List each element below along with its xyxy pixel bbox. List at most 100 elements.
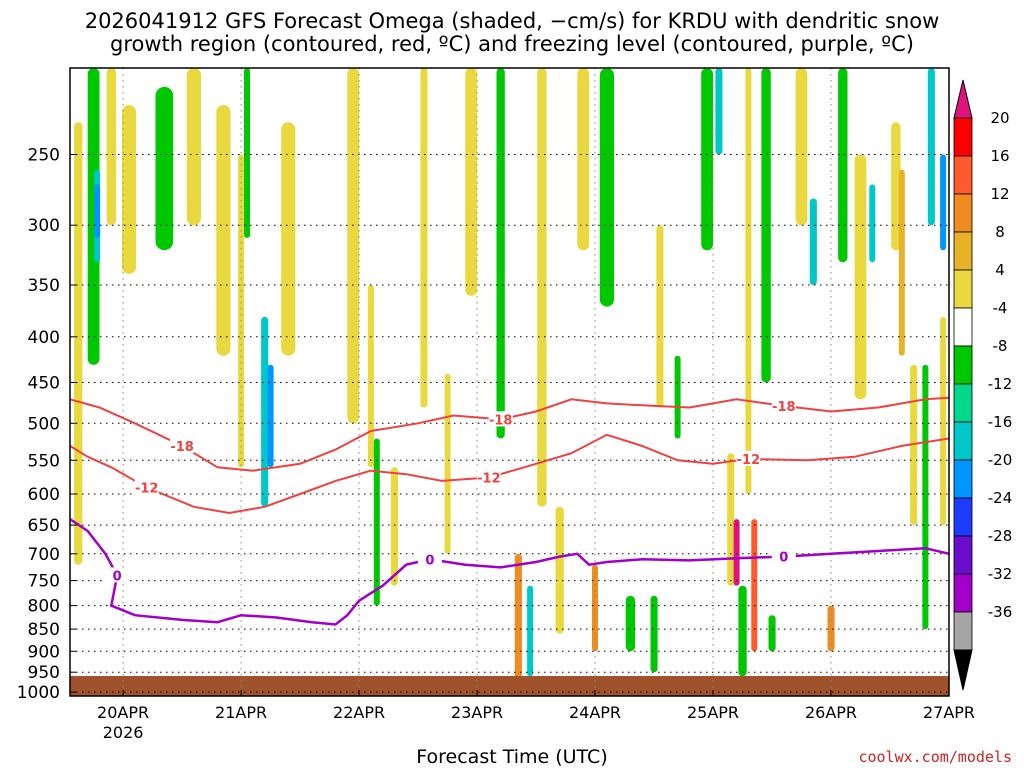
colorbar-swatch <box>953 383 973 423</box>
omega-blob <box>809 198 817 285</box>
omega-blob <box>555 506 564 634</box>
colorbar-label: -20 <box>988 451 1013 469</box>
omega-blob <box>656 225 664 408</box>
omega-blob <box>267 364 274 468</box>
omega-blob <box>465 68 478 296</box>
contour-label-bg <box>170 437 195 453</box>
y-tick-label: 650 <box>28 516 60 536</box>
x-axis: 20APR 21APR 22APR 23APR 24APR 25APR 26APR 27APR… <box>97 690 975 742</box>
y-tick-label: 400 <box>28 328 60 348</box>
omega-blob <box>854 154 867 400</box>
omega-shading <box>74 68 947 685</box>
omega-blob <box>261 316 269 507</box>
ground-terrain <box>70 676 949 696</box>
y-tick-label: 800 <box>28 597 60 617</box>
y-tick-label: 300 <box>28 216 60 236</box>
contour-label: -12 <box>477 472 501 487</box>
colorbar-label: -32 <box>988 565 1013 583</box>
omega-blob <box>898 169 905 356</box>
omega-blob <box>94 184 101 238</box>
contour-label: -18 <box>170 440 194 455</box>
omega-blob <box>420 68 428 408</box>
contour-label: 0 <box>779 551 788 566</box>
x-tick-label: 21APR <box>215 703 267 722</box>
colorbar-label: -16 <box>988 413 1013 431</box>
omega-blob <box>827 605 835 652</box>
contour-label: -18 <box>772 400 796 415</box>
omega-blob <box>238 154 245 468</box>
colorbar-label: -8 <box>993 337 1008 355</box>
colorbar-label: 20 <box>990 109 1009 127</box>
omega-blob <box>186 68 201 226</box>
colorbar-label: -28 <box>988 527 1013 545</box>
omega-blob <box>625 595 636 652</box>
y-tick-label: 750 <box>28 572 60 592</box>
colorbar-swatch <box>953 497 973 537</box>
contour-label: 0 <box>113 569 122 584</box>
x-tick-year-label: 2026 <box>103 723 144 742</box>
omega-blob <box>768 615 776 652</box>
colorbar-swatch <box>953 421 973 461</box>
colorbar-label: 8 <box>995 223 1005 241</box>
colorbar-swatch <box>953 269 973 309</box>
y-tick-label: 950 <box>28 663 60 683</box>
omega-blob <box>577 68 590 251</box>
colorbar-swatch <box>953 155 973 195</box>
site-credit: coolwx.com/models <box>858 748 1012 766</box>
contour-label-bg <box>417 551 442 567</box>
y-tick-label: 500 <box>28 414 60 434</box>
contour-label: -12 <box>737 453 761 468</box>
omega-blob <box>281 122 296 356</box>
omega-blob <box>87 68 100 365</box>
contour-label-bg <box>134 479 159 495</box>
contour-lines: -18 -18 -18 -12 -12 -12 0 0 0 <box>70 396 949 626</box>
omega-blob <box>869 184 876 263</box>
contour-label: 0 <box>425 553 434 568</box>
colorbar-swatch <box>953 535 973 575</box>
grid-lines <box>70 68 949 696</box>
colorbar-label: -36 <box>988 603 1013 621</box>
colorbar-swatch <box>953 345 973 385</box>
y-tick-label: 450 <box>28 374 60 394</box>
contour-label-bg <box>736 450 761 466</box>
y-tick-label: 250 <box>28 146 60 166</box>
omega-blob <box>674 355 681 439</box>
omega-blob <box>738 585 747 677</box>
omega-blob <box>940 154 947 251</box>
colorbar-top-arrow <box>953 79 973 119</box>
y-tick-label: 350 <box>28 276 60 296</box>
contour-label-bg <box>476 469 501 485</box>
colorbar-legend: 20 16 12 8 4 -4 -8 -12 -16 -20 -24 -28 -32 -36 <box>953 79 1013 691</box>
omega-blob <box>527 585 534 677</box>
x-tick-label: 27APR <box>923 703 975 722</box>
omega-blob <box>592 564 598 652</box>
omega-blob <box>940 316 947 526</box>
colorbar-label: -24 <box>988 489 1013 507</box>
colorbar-label: 12 <box>990 185 1009 203</box>
omega-blob <box>155 86 174 251</box>
contour-label: -12 <box>135 482 159 497</box>
omega-blob <box>444 373 451 554</box>
omega-blob <box>727 453 735 586</box>
colorbar-swatch <box>953 459 973 499</box>
colorbar-swatch <box>953 611 973 651</box>
omega-blob <box>715 68 723 155</box>
chart-title-line2: growth region (contoured, red, ºC) and f… <box>110 32 914 56</box>
colorbar-swatch <box>953 573 973 613</box>
colorbar-bottom-arrow <box>953 649 973 691</box>
colorbar-swatch <box>953 117 973 157</box>
contour-label-bg <box>105 567 130 583</box>
omega-blob <box>244 68 250 238</box>
omega-blob <box>745 68 752 494</box>
omega-blob <box>537 68 547 507</box>
x-tick-label: 23APR <box>451 703 503 722</box>
y-tick-label: 550 <box>28 451 60 471</box>
omega-blob <box>373 438 380 606</box>
contour-label-bg <box>771 397 796 413</box>
omega-blob <box>121 105 137 274</box>
omega-blob <box>650 595 658 673</box>
y-tick-label: 900 <box>28 642 60 662</box>
omega-blob <box>496 68 505 439</box>
colorbar-label: -4 <box>993 299 1008 317</box>
